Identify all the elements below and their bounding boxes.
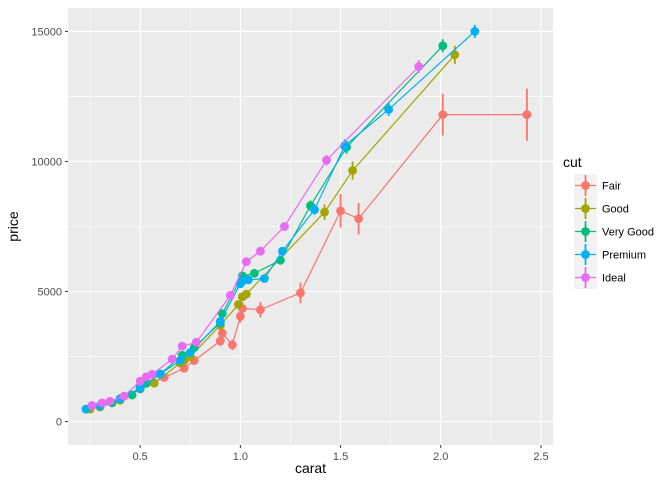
data-point (217, 309, 227, 319)
legend-item-ideal: Ideal (574, 266, 626, 289)
data-point (260, 274, 269, 283)
data-point (296, 288, 305, 298)
data-point (348, 166, 357, 175)
legend-item-fair: Fair (574, 174, 621, 197)
data-point (243, 275, 253, 285)
legend: cut Fair Good Very Good Premium Ideal (563, 154, 654, 289)
legend-key-point (581, 181, 590, 190)
data-point (340, 141, 349, 151)
data-point (235, 311, 245, 321)
x-tick-label: 2.5 (533, 451, 548, 463)
series-layer (81, 24, 532, 414)
data-point (97, 398, 107, 408)
data-point (175, 356, 185, 365)
data-point (87, 401, 97, 410)
legend-item-premium: Premium (574, 243, 646, 266)
y-tick-label: 5000 (38, 287, 62, 299)
legend-label: Fair (602, 181, 621, 193)
data-point (255, 305, 265, 315)
data-point (241, 257, 251, 267)
data-point (167, 354, 177, 364)
legend-key-point (581, 250, 590, 259)
legend-key-point (581, 273, 590, 282)
data-point (278, 246, 287, 256)
legend-label: Very Good (602, 227, 654, 239)
x-axis-title: carat (295, 460, 326, 476)
series-line-ideal (91, 66, 420, 407)
data-point (147, 369, 157, 379)
data-point (225, 291, 235, 300)
x-tick-label: 1.5 (333, 451, 348, 463)
series-ideal (87, 60, 424, 410)
data-point (241, 289, 251, 299)
legend-label: Premium (602, 250, 646, 262)
data-point (438, 41, 448, 51)
data-point (414, 62, 424, 71)
data-point (149, 378, 159, 388)
data-point (522, 110, 532, 120)
data-point (320, 207, 329, 217)
x-axis: 0.5 1.0 1.5 2.0 2.5 (133, 445, 549, 463)
legend-label: Ideal (602, 273, 626, 285)
data-point (470, 27, 480, 36)
x-tick-label: 1.0 (233, 451, 248, 463)
data-point (227, 340, 237, 350)
legend-title: cut (563, 154, 582, 170)
series-premium (81, 24, 480, 414)
legend-key-point (581, 227, 590, 236)
data-point (384, 105, 394, 114)
data-point (155, 369, 165, 379)
y-axis: 0 5000 10000 15000 (31, 26, 68, 429)
legend-item-very-good: Very Good (574, 220, 654, 243)
data-point (336, 206, 345, 216)
legend-item-good: Good (574, 197, 629, 220)
data-point (135, 384, 145, 393)
data-point (119, 391, 129, 401)
data-point (135, 376, 145, 386)
data-point (217, 328, 227, 338)
data-point (255, 246, 265, 256)
data-point (280, 222, 289, 231)
y-axis-title: price (5, 211, 21, 242)
data-point (215, 336, 225, 346)
data-point (185, 348, 195, 358)
data-point (127, 390, 137, 400)
data-point (249, 268, 259, 278)
x-tick-label: 0.5 (133, 451, 148, 463)
legend-label: Good (602, 204, 629, 216)
data-point (233, 300, 243, 309)
data-point (322, 155, 331, 165)
data-point (310, 205, 319, 214)
data-point (191, 337, 201, 347)
data-point (105, 396, 115, 406)
x-tick-label: 2.0 (433, 451, 448, 463)
legend-key-point (581, 204, 590, 213)
data-point (276, 255, 285, 265)
data-point (177, 341, 187, 351)
data-point (450, 50, 460, 60)
data-point (215, 317, 225, 326)
y-tick-label: 10000 (31, 156, 62, 168)
data-point (438, 110, 448, 120)
y-tick-label: 0 (56, 417, 62, 429)
y-tick-label: 15000 (31, 26, 62, 38)
data-point (354, 214, 363, 224)
